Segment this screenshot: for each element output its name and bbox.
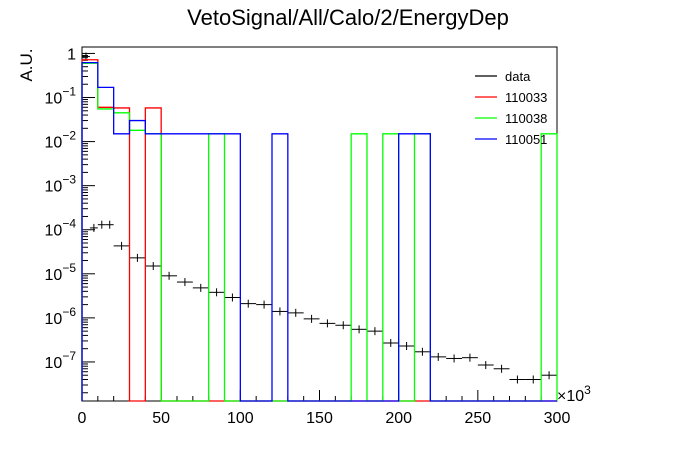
x-tick-label: 100 [227, 410, 254, 427]
y-tick-label: 10−2 [45, 129, 77, 152]
x-tick-label: 150 [306, 410, 333, 427]
legend: data 110033 110038 110051 [475, 69, 547, 147]
x-multiplier-exponent: 3 [584, 383, 591, 397]
plot-area: 0 50 100 150 200 250 30010−710−610−510−410−310… [45, 46, 571, 427]
series-data [82, 52, 557, 384]
legend-label-110038: 110038 [505, 111, 547, 126]
x-axis-multiplier: ×103 [557, 383, 591, 405]
y-tick-label: 10−1 [45, 85, 77, 108]
x-tick-label: 200 [385, 410, 412, 427]
y-tick-base: 10 [45, 355, 63, 372]
y-tick-exponent: −6 [62, 305, 76, 319]
y-tick-exponent: −7 [62, 349, 76, 363]
y-tick-exponent: −2 [62, 129, 76, 143]
x-tick-label: 300 [544, 410, 571, 427]
y-tick-label: 10−7 [45, 349, 77, 372]
y-tick-exponent: −1 [62, 85, 76, 99]
y-tick-exponent: −5 [62, 261, 76, 275]
legend-label-110051: 110051 [505, 132, 547, 147]
y-tick-base: 10 [45, 311, 63, 328]
legend-label-data: data [505, 69, 531, 84]
y-tick-label: 1 [67, 46, 76, 63]
y-axis-label: A.U. [17, 48, 36, 81]
y-axis: 10−710−610−510−410−310−210−11 [45, 46, 95, 394]
y-tick-base: 1 [67, 46, 76, 63]
y-tick-base: 10 [45, 267, 63, 284]
y-tick-base: 10 [45, 223, 63, 240]
x-tick-label: 50 [152, 410, 170, 427]
y-tick-base: 10 [45, 179, 63, 196]
histogram-step-110051 [81, 61, 557, 402]
series-110051 [81, 61, 557, 402]
y-tick-exponent: −3 [62, 173, 76, 187]
legend-label-110033: 110033 [505, 90, 547, 105]
x-tick-label: 250 [464, 410, 491, 427]
y-tick-label: 10−6 [45, 305, 77, 328]
y-tick-label: 10−5 [45, 261, 77, 284]
x-tick-label: 0 [78, 410, 87, 427]
y-tick-label: 10−3 [45, 173, 77, 196]
x-multiplier-label: ×103 [557, 383, 591, 405]
x-multiplier-base: ×10 [557, 388, 584, 405]
y-tick-exponent: −4 [62, 217, 76, 231]
y-tick-base: 10 [45, 91, 63, 108]
y-tick-base: 10 [45, 135, 63, 152]
chart-title: VetoSignal/All/Calo/2/EnergyDep [187, 5, 509, 30]
y-tick-label: 10−4 [45, 217, 77, 240]
